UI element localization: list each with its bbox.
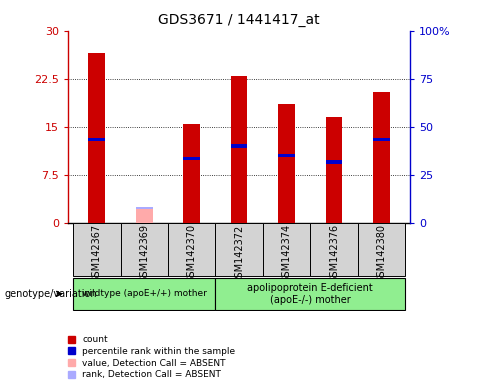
Bar — [325, 117, 342, 223]
Bar — [278, 154, 295, 157]
Bar — [136, 207, 153, 223]
Bar — [136, 207, 153, 209]
Bar — [73, 278, 215, 310]
Bar — [263, 223, 310, 276]
Bar — [88, 138, 105, 141]
Bar — [88, 53, 105, 223]
Bar — [73, 223, 121, 276]
Bar — [183, 157, 200, 161]
Text: GSM142367: GSM142367 — [92, 224, 102, 283]
Text: apolipoprotein E-deficient
(apoE-/-) mother: apolipoprotein E-deficient (apoE-/-) mot… — [247, 283, 373, 305]
Bar — [168, 223, 215, 276]
Text: wildtype (apoE+/+) mother: wildtype (apoE+/+) mother — [82, 289, 207, 298]
Bar — [215, 278, 405, 310]
Bar — [231, 144, 247, 147]
Bar — [121, 223, 168, 276]
Text: GSM142372: GSM142372 — [234, 224, 244, 283]
Bar — [373, 138, 390, 141]
Bar — [325, 161, 342, 164]
Text: genotype/variation: genotype/variation — [5, 289, 98, 299]
Text: GSM142374: GSM142374 — [282, 224, 291, 283]
Bar — [231, 76, 247, 223]
Bar — [358, 223, 405, 276]
Bar — [373, 91, 390, 223]
Text: GSM142369: GSM142369 — [139, 224, 149, 283]
Text: GSM142380: GSM142380 — [376, 224, 386, 283]
Bar — [183, 124, 200, 223]
Bar — [278, 104, 295, 223]
Title: GDS3671 / 1441417_at: GDS3671 / 1441417_at — [158, 13, 320, 27]
Text: GSM142370: GSM142370 — [187, 224, 197, 283]
Text: GSM142376: GSM142376 — [329, 224, 339, 283]
Legend: count, percentile rank within the sample, value, Detection Call = ABSENT, rank, : count, percentile rank within the sample… — [68, 335, 236, 379]
Bar — [215, 223, 263, 276]
Bar — [310, 223, 358, 276]
